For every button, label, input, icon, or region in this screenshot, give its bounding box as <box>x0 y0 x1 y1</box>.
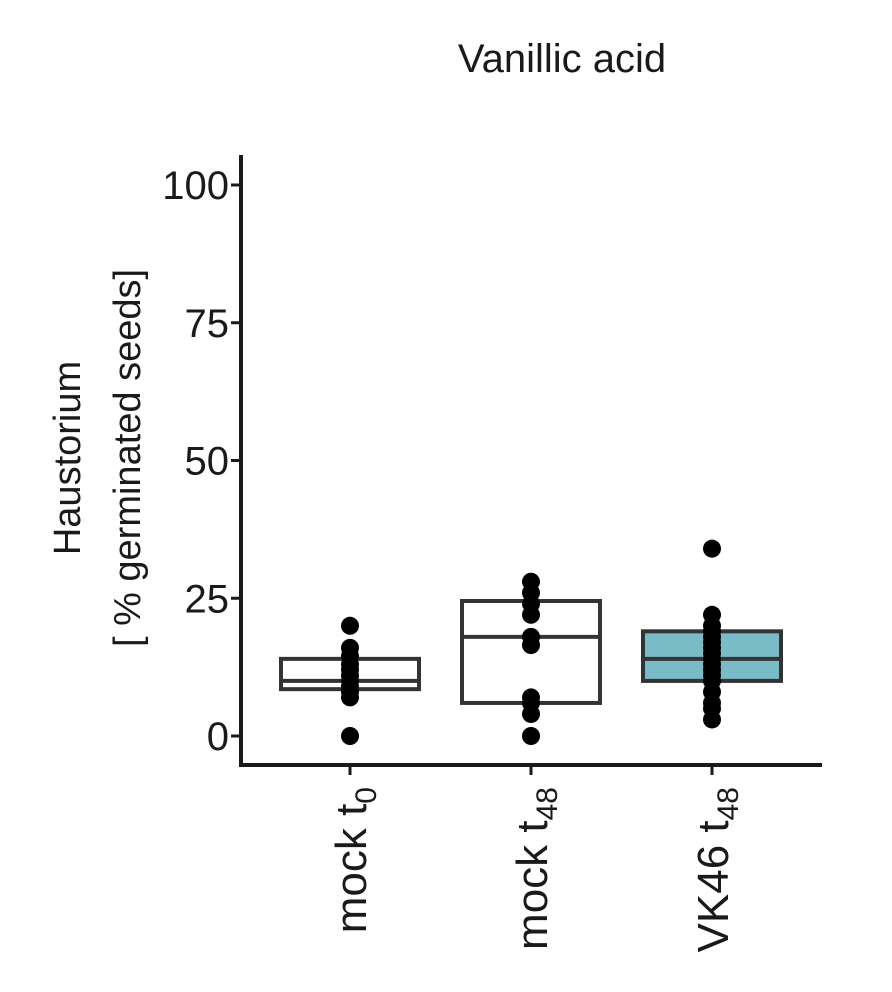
x-tick-label-base: VK46 t <box>689 820 738 952</box>
data-points <box>341 539 721 745</box>
y-axis: 0 25 50 75 100 <box>162 155 243 765</box>
data-point <box>703 539 721 558</box>
y-axis-label-line-2: [ % germinated seeds] <box>107 269 149 647</box>
x-tick-label-subscript: 0 <box>350 787 383 804</box>
data-point <box>522 572 540 591</box>
y-tick-label: 75 <box>185 302 230 346</box>
data-point <box>341 638 359 657</box>
x-tick-label-subscript: 48 <box>712 787 745 820</box>
y-tick-label: 0 <box>207 715 229 759</box>
y-tick-label: 100 <box>162 164 229 208</box>
x-tick-label-base: mock t <box>508 820 557 950</box>
y-tick-label: 50 <box>185 440 230 484</box>
data-point <box>703 605 721 624</box>
x-tick-label-subscript: 48 <box>531 787 564 820</box>
chart-title: Vanillic acid <box>458 37 666 81</box>
data-point <box>341 616 359 635</box>
x-tick-label: VK46 t48 <box>689 787 745 952</box>
data-point <box>341 727 359 745</box>
x-tick-label-base: mock t <box>327 804 376 934</box>
x-tick-label: mock t48 <box>508 787 564 950</box>
x-axis <box>239 763 822 775</box>
data-point <box>522 688 540 707</box>
x-tick-label: mock t0 <box>327 787 383 933</box>
data-point <box>522 727 540 745</box>
y-axis-label-line-1: Haustorium <box>47 361 89 555</box>
data-point <box>522 627 540 646</box>
y-tick-label: 25 <box>185 577 230 621</box>
